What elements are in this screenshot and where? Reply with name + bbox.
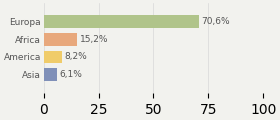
Bar <box>44 33 77 46</box>
Bar <box>44 15 199 28</box>
Bar <box>44 68 57 81</box>
Text: 8,2%: 8,2% <box>64 52 87 61</box>
Text: 6,1%: 6,1% <box>60 70 83 79</box>
Bar <box>44 51 62 63</box>
Text: 70,6%: 70,6% <box>201 17 230 26</box>
Text: 15,2%: 15,2% <box>80 35 108 44</box>
